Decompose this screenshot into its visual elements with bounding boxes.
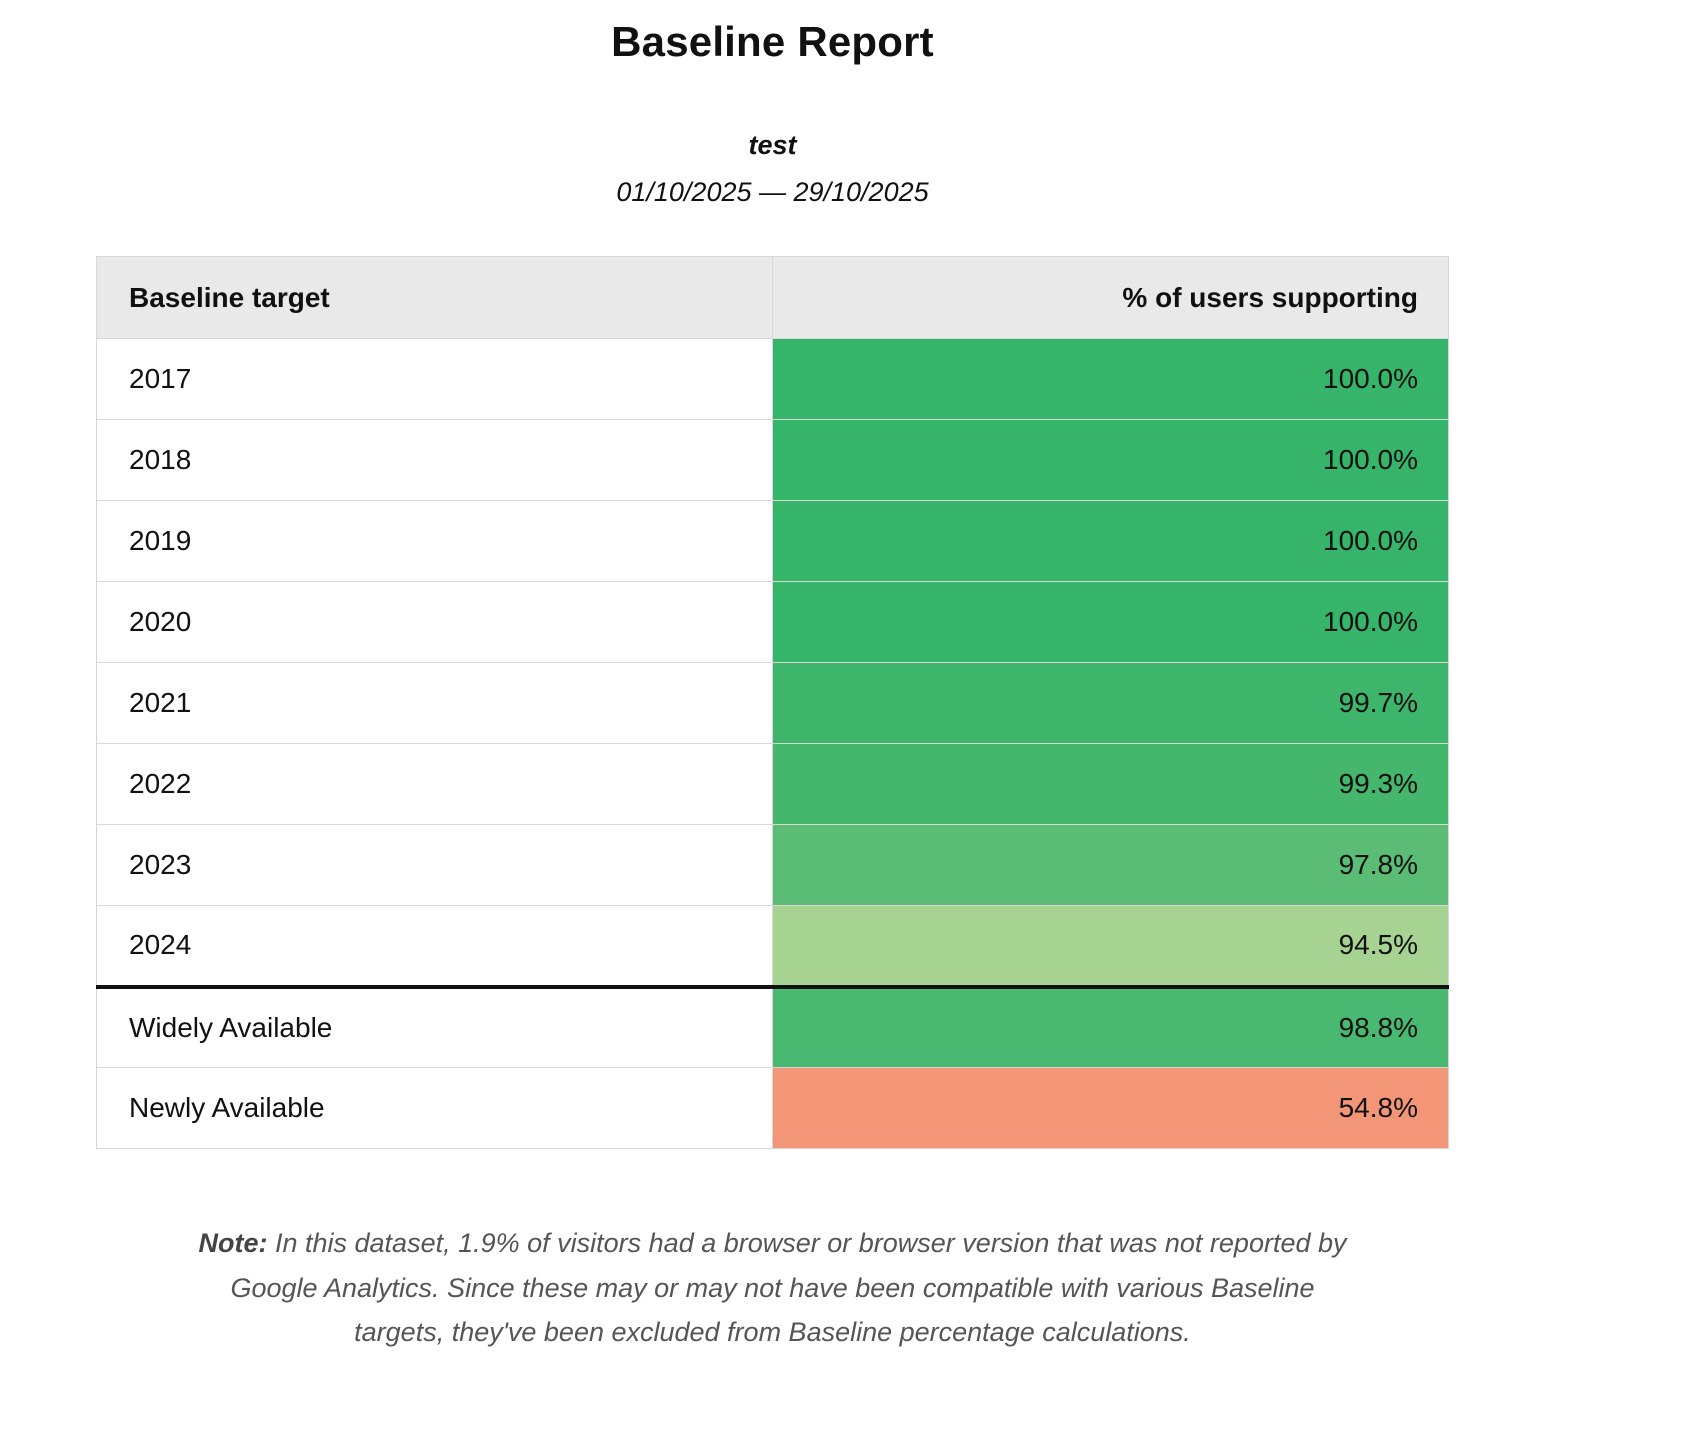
- baseline-target-cell: 2022: [96, 743, 773, 825]
- header-percent-users: % of users supporting: [772, 256, 1449, 339]
- table-row: 2019 100.0%: [96, 500, 1449, 582]
- report-content: Baseline Report test 01/10/2025 — 29/10/…: [96, 18, 1449, 1355]
- table-row: 2017 100.0%: [96, 338, 1449, 420]
- report-subtitle: test: [748, 130, 797, 160]
- baseline-table: Baseline target % of users supporting 20…: [96, 256, 1449, 1149]
- baseline-rows-group: Widely Available 98.8% Newly Available 54.8…: [96, 984, 1449, 1149]
- header-baseline-target: Baseline target: [96, 256, 773, 339]
- report-date-range: 01/10/2025 — 29/10/2025: [616, 177, 929, 207]
- support-percent-cell: 99.3%: [772, 743, 1449, 825]
- baseline-target-cell: 2019: [96, 500, 773, 582]
- baseline-target-cell: 2017: [96, 338, 773, 420]
- baseline-target-cell: Newly Available: [96, 1067, 773, 1149]
- support-percent-cell: 100.0%: [772, 338, 1449, 420]
- footnote: Note: In this dataset, 1.9% of visitors …: [183, 1221, 1363, 1355]
- support-percent-cell: 100.0%: [772, 500, 1449, 582]
- page-title: Baseline Report: [611, 18, 934, 65]
- support-percent-cell: 98.8%: [772, 984, 1449, 1068]
- footnote-label: Note:: [198, 1228, 268, 1258]
- footnote-text: In this dataset, 1.9% of visitors had a …: [230, 1228, 1347, 1348]
- table-row: 2018 100.0%: [96, 419, 1449, 501]
- table-row: Widely Available 98.8%: [96, 984, 1449, 1068]
- table-row: Newly Available 54.8%: [96, 1067, 1449, 1149]
- header-row: Baseline target % of users supporting: [96, 256, 1449, 339]
- table-row: 2020 100.0%: [96, 581, 1449, 663]
- support-percent-cell: 100.0%: [772, 419, 1449, 501]
- support-percent-cell: 94.5%: [772, 905, 1449, 987]
- table-row: 2021 99.7%: [96, 662, 1449, 744]
- baseline-target-cell: 2018: [96, 419, 773, 501]
- support-percent-cell: 54.8%: [772, 1067, 1449, 1149]
- support-percent-cell: 99.7%: [772, 662, 1449, 744]
- baseline-target-cell: 2020: [96, 581, 773, 663]
- baseline-target-cell: 2021: [96, 662, 773, 744]
- baseline-target-cell: Widely Available: [96, 984, 773, 1068]
- year-rows-group: 2017 100.0% 2018 100.0% 2019 100.0% 2020 100.0%…: [96, 338, 1449, 987]
- baseline-target-cell: 2023: [96, 824, 773, 906]
- table-row: 2022 99.3%: [96, 743, 1449, 825]
- support-percent-cell: 97.8%: [772, 824, 1449, 906]
- table-row: 2023 97.8%: [96, 824, 1449, 906]
- support-percent-cell: 100.0%: [772, 581, 1449, 663]
- table-row: 2024 94.5%: [96, 905, 1449, 987]
- baseline-target-cell: 2024: [96, 905, 773, 987]
- table-header: Baseline target % of users supporting: [96, 256, 1449, 339]
